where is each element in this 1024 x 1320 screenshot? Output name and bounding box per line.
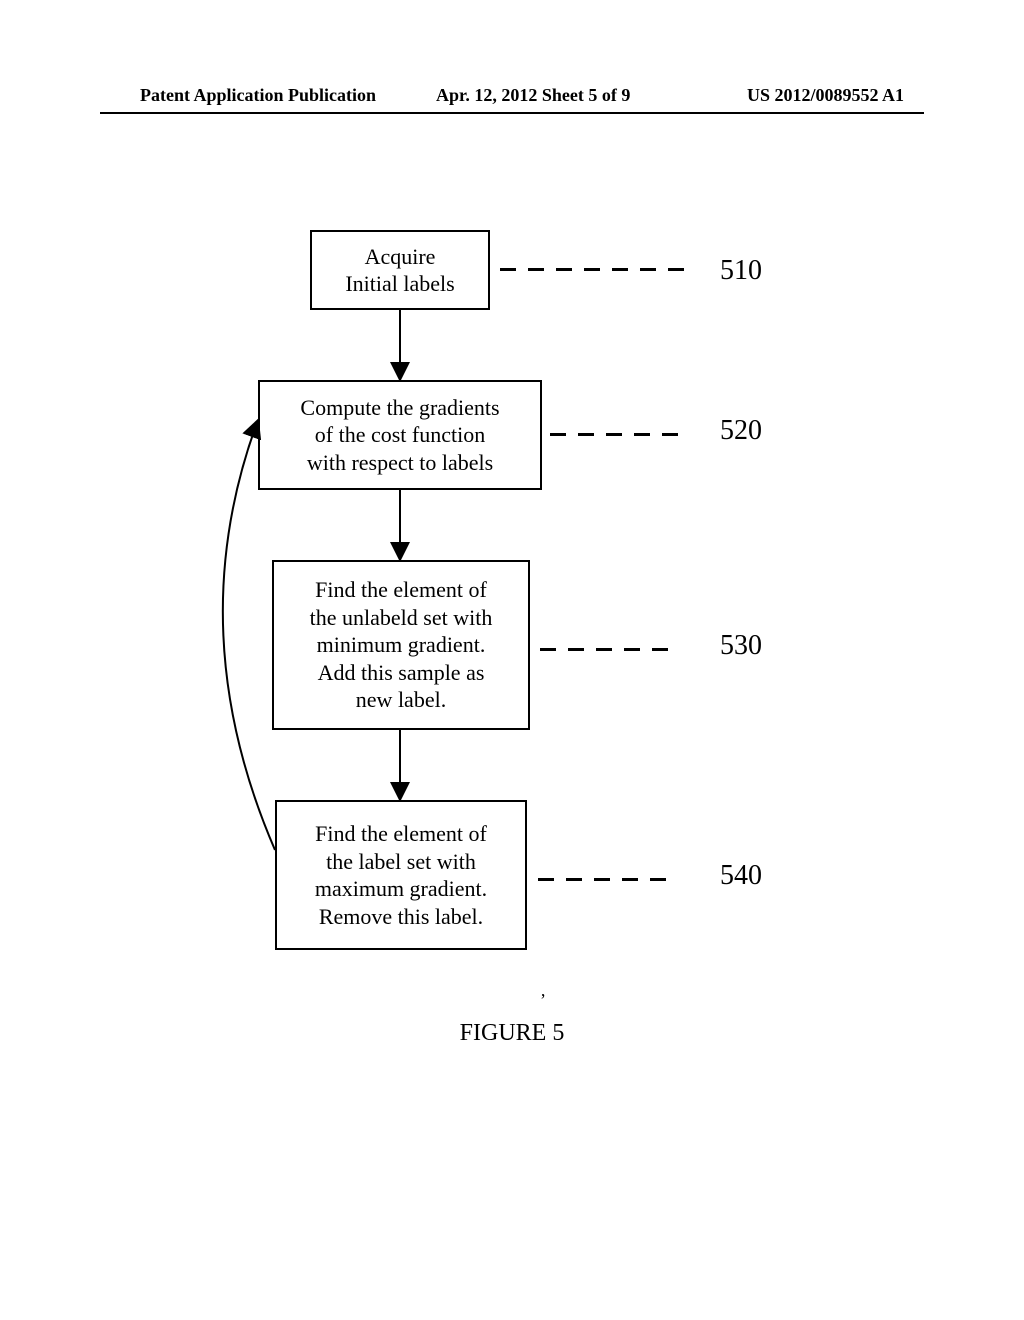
ref-label-540: 540 — [720, 860, 762, 892]
edge — [390, 308, 410, 382]
header-pubnum: US 2012/0089552 A1 — [630, 85, 904, 106]
flow-node-520: Compute the gradientsof the cost functio… — [258, 380, 542, 490]
leader-520 — [550, 425, 700, 427]
header-publication: Patent Application Publication — [140, 85, 376, 106]
ref-label-510: 510 — [720, 255, 762, 287]
header-date-sheet: Apr. 12, 2012 Sheet 5 of 9 — [436, 85, 630, 106]
page-header: Patent Application Publication Apr. 12, … — [0, 85, 1024, 106]
leader-530 — [540, 640, 700, 642]
header-rule — [100, 112, 924, 114]
flowchart: AcquireInitial labels 510 Compute the grad… — [0, 210, 1024, 1110]
ref-label-520: 520 — [720, 415, 762, 447]
stray-mark: ’ — [540, 990, 546, 1011]
edge — [390, 728, 410, 802]
ref-label-530: 530 — [720, 630, 762, 662]
figure-caption: FIGURE 5 — [0, 1020, 1024, 1047]
flow-node-530: Find the element ofthe unlabeld set with… — [272, 560, 530, 730]
leader-540 — [538, 870, 700, 872]
edge — [390, 488, 410, 562]
flow-node-540: Find the element ofthe label set withmax… — [275, 800, 527, 950]
flow-node-510: AcquireInitial labels — [310, 230, 490, 310]
leader-510 — [500, 260, 700, 262]
loop-edge — [170, 410, 285, 860]
